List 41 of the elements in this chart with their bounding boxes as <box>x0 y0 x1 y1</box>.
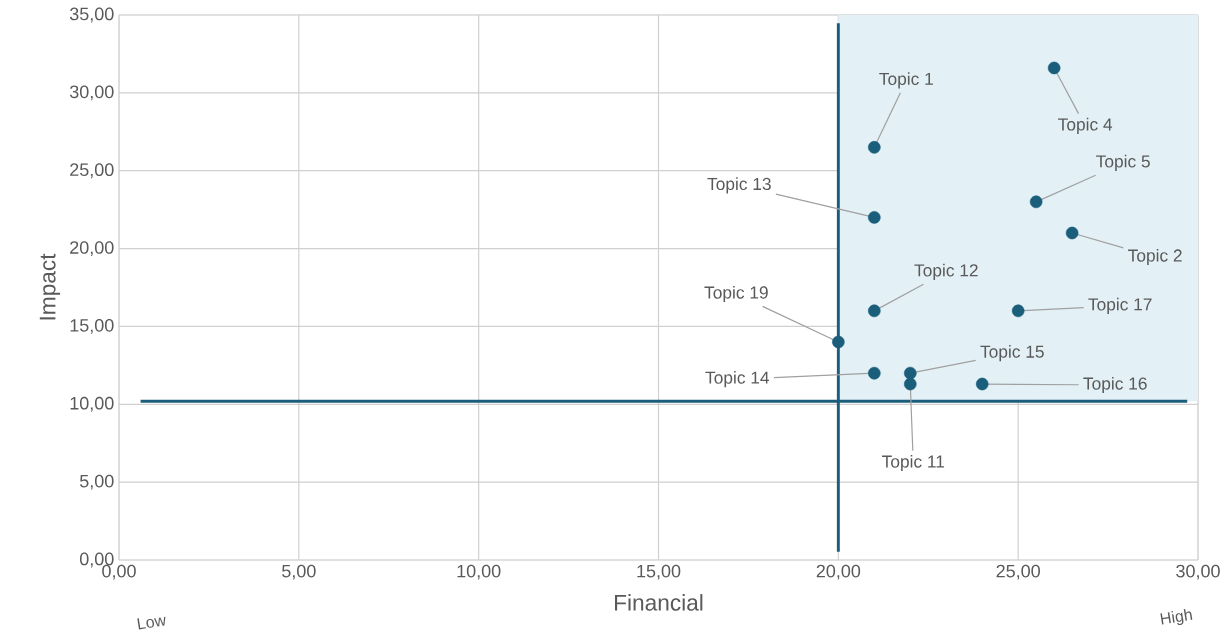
annotation: Topic 15 <box>980 345 1044 362</box>
y-tick-label: 5,00 <box>79 474 114 490</box>
annotation: Topic 11 <box>882 454 945 472</box>
point <box>868 304 881 318</box>
annotation: Topic 16 <box>1083 376 1147 394</box>
point <box>904 366 917 380</box>
y-tick-label: 20,00 <box>70 241 114 257</box>
point <box>832 335 845 349</box>
annotation: Topic 12 <box>914 263 978 280</box>
y-tick-label: 15,00 <box>70 318 114 334</box>
y-tick-label: 35,00 <box>69 7 114 23</box>
x-tick-label: 25,00 <box>996 564 1040 580</box>
x-tick-label: 15,00 <box>637 564 681 580</box>
annotation: Topic 1 <box>879 72 933 89</box>
x-tick-label: 20,00 <box>816 564 861 580</box>
x-tick-label: 5,00 <box>282 564 316 580</box>
x-axis-title: Financial <box>615 594 703 611</box>
point <box>1011 304 1025 318</box>
point <box>868 366 881 380</box>
annotation: Topic 19 <box>704 285 768 303</box>
y-tick-label: 25,00 <box>70 163 114 179</box>
point <box>904 377 917 391</box>
point <box>1065 226 1079 240</box>
annotation: Topic 4 <box>1058 117 1113 135</box>
annotation: Topic 17 <box>1088 297 1152 314</box>
point <box>868 211 881 224</box>
y-tick-label: 30,00 <box>69 85 114 101</box>
x-tick-label: 10,00 <box>457 564 501 580</box>
point <box>1047 61 1061 75</box>
y-tick-label: 10,00 <box>70 396 114 412</box>
text: Low <box>137 616 166 630</box>
point <box>1029 195 1043 209</box>
x-tick-label: 30,00 <box>1176 564 1220 580</box>
annotation: Topic 14 <box>705 371 770 388</box>
point <box>868 141 881 154</box>
point <box>975 377 989 391</box>
annotation: Topic 13 <box>707 177 771 194</box>
y-axis-title: Impact <box>39 253 61 320</box>
annotation: Topic 2 <box>1128 248 1182 266</box>
annotation: Topic 5 <box>1096 154 1150 171</box>
text: High <box>1160 609 1193 625</box>
